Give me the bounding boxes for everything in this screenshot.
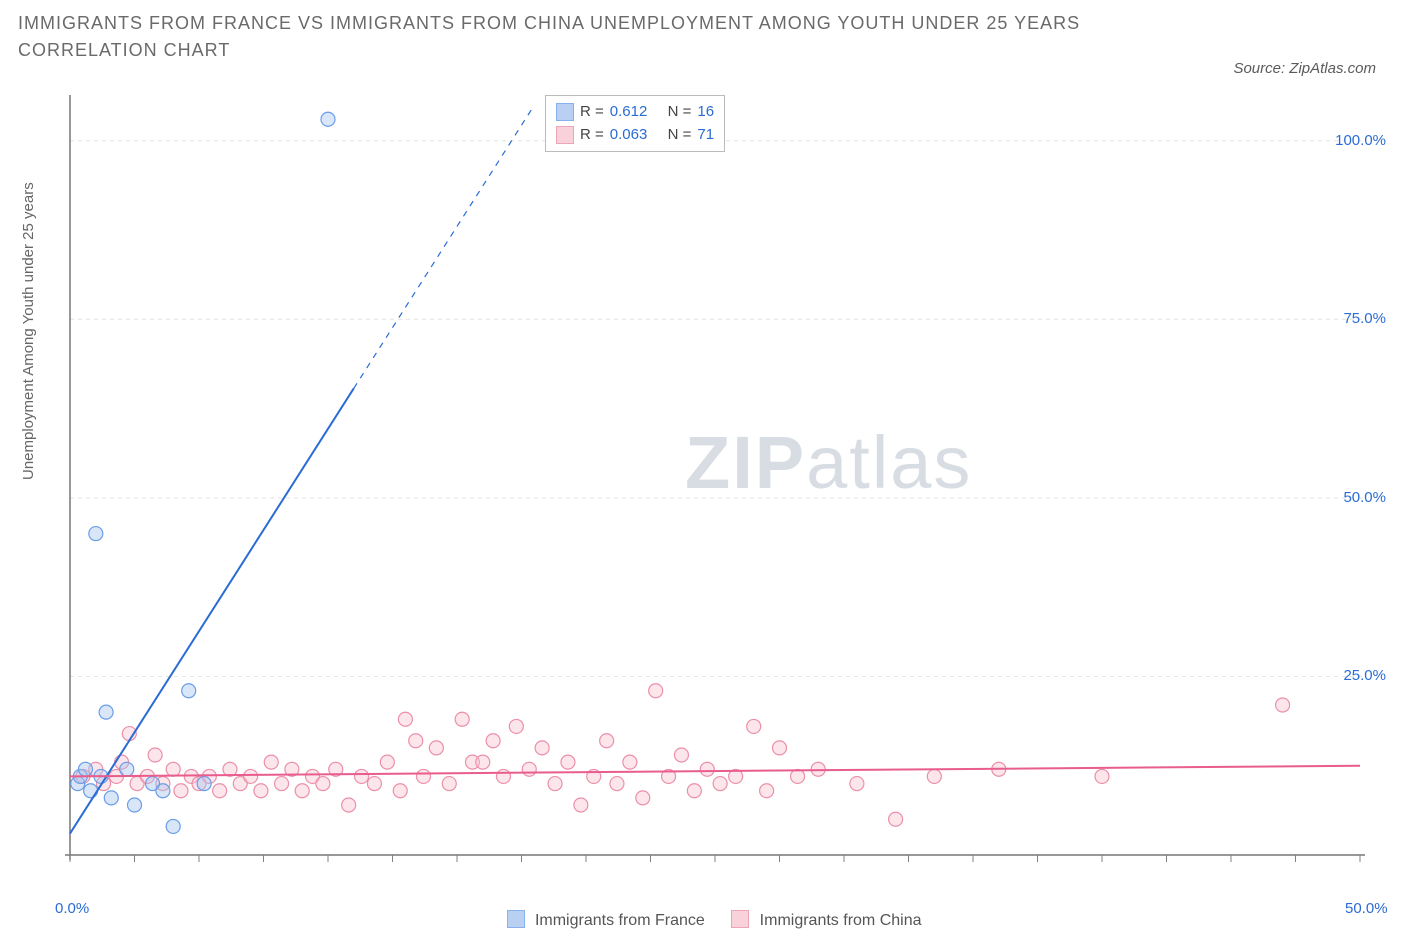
r-value-france: 0.612 <box>610 101 648 124</box>
chart-title: IMMIGRANTS FROM FRANCE VS IMMIGRANTS FRO… <box>18 10 1118 64</box>
r-value-china: 0.063 <box>610 124 648 147</box>
x-axis-ticks: 0.0%50.0% <box>65 870 1365 890</box>
swatch-france-icon <box>556 103 574 121</box>
y-tick-label: 25.0% <box>1343 667 1386 684</box>
legend-row-france: R = 0.612 N = 16 <box>556 101 714 124</box>
correlation-legend: R = 0.612 N = 16 R = 0.063 N = 71 <box>545 95 725 152</box>
source-label: Source: ZipAtlas.com <box>1233 60 1376 77</box>
plot-area: ZIPatlas <box>65 95 1365 865</box>
swatch-china-icon <box>731 910 749 928</box>
swatch-china-icon <box>556 126 574 144</box>
r-label: R = <box>580 124 604 147</box>
series-legend: Immigrants from France Immigrants from C… <box>0 910 1406 930</box>
n-value-china: 71 <box>697 124 714 147</box>
chart-container: IMMIGRANTS FROM FRANCE VS IMMIGRANTS FRO… <box>0 0 1406 930</box>
y-axis-label: Unemployment Among Youth under 25 years <box>20 182 37 480</box>
y-tick-label: 50.0% <box>1343 489 1386 506</box>
n-label: N = <box>668 101 692 124</box>
legend-row-china: R = 0.063 N = 71 <box>556 124 714 147</box>
y-tick-label: 75.0% <box>1343 310 1386 327</box>
legend-label-france: Immigrants from France <box>535 912 705 929</box>
swatch-france-icon <box>507 910 525 928</box>
n-value-france: 16 <box>697 101 714 124</box>
n-label: N = <box>668 124 692 147</box>
legend-label-china: Immigrants from China <box>760 912 922 929</box>
r-label: R = <box>580 101 604 124</box>
scatter-svg <box>65 95 1365 865</box>
y-tick-label: 100.0% <box>1335 132 1386 149</box>
